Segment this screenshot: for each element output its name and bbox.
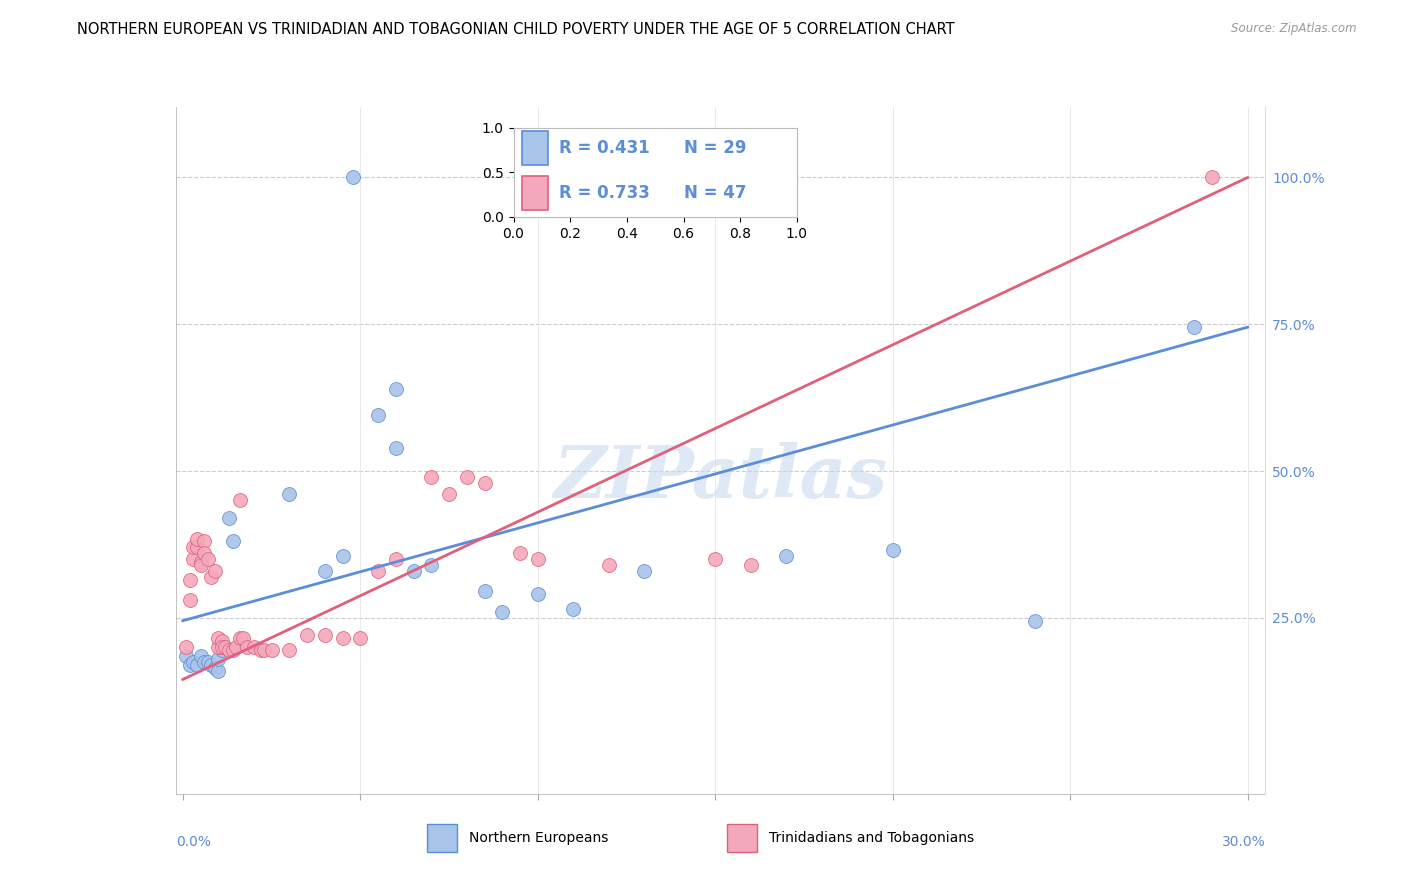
Text: R = 0.431: R = 0.431: [558, 139, 650, 157]
Point: [474, 584, 496, 599]
Point: [1024, 614, 1046, 628]
Point: [200, 657, 222, 672]
FancyBboxPatch shape: [727, 824, 756, 852]
Point: [190, 555, 212, 569]
Text: R = 0.733: R = 0.733: [558, 184, 650, 202]
Point: [474, 475, 496, 490]
Point: [221, 643, 243, 657]
Point: [402, 564, 425, 578]
Point: [775, 549, 797, 563]
Point: [211, 643, 233, 657]
Point: [562, 602, 585, 616]
Point: [232, 632, 254, 646]
Text: N = 47: N = 47: [683, 184, 747, 202]
Text: Northern Europeans: Northern Europeans: [470, 831, 609, 845]
Point: [193, 546, 215, 560]
Point: [193, 534, 215, 549]
Point: [420, 558, 443, 572]
Point: [367, 409, 389, 423]
Point: [204, 564, 226, 578]
Point: [349, 632, 371, 646]
Point: [437, 487, 460, 501]
Point: [211, 634, 233, 648]
Point: [253, 643, 276, 657]
Point: [235, 640, 257, 654]
Point: [243, 640, 266, 654]
Point: [214, 640, 236, 654]
Point: [193, 655, 215, 669]
Point: [704, 552, 727, 566]
Point: [598, 558, 620, 572]
Point: [221, 534, 243, 549]
FancyBboxPatch shape: [522, 176, 547, 210]
Point: [491, 605, 513, 619]
Point: [278, 643, 301, 657]
Point: [179, 593, 201, 607]
Point: [186, 541, 208, 555]
Point: [176, 648, 198, 663]
Point: [179, 657, 201, 672]
Point: [633, 564, 655, 578]
Point: [176, 640, 198, 654]
Point: [183, 541, 205, 555]
Point: [526, 587, 548, 601]
Point: [207, 632, 229, 646]
Point: [456, 470, 478, 484]
Point: [385, 552, 408, 566]
Point: [228, 632, 250, 646]
Point: [1184, 320, 1206, 334]
Point: [509, 546, 531, 560]
Point: [332, 632, 354, 646]
Text: 30.0%: 30.0%: [1222, 835, 1265, 849]
Text: ZIPatlas: ZIPatlas: [554, 442, 887, 514]
Point: [314, 564, 336, 578]
Point: [882, 543, 904, 558]
Point: [342, 170, 364, 185]
Point: [211, 640, 233, 654]
Point: [204, 661, 226, 675]
Point: [278, 487, 301, 501]
Point: [186, 532, 208, 546]
Point: [385, 382, 408, 396]
Point: [190, 558, 212, 572]
Point: [179, 573, 201, 587]
Point: [218, 511, 240, 525]
Text: Source: ZipAtlas.com: Source: ZipAtlas.com: [1232, 22, 1357, 36]
Text: Trinidadians and Tobagonians: Trinidadians and Tobagonians: [769, 831, 974, 845]
Point: [218, 643, 240, 657]
Point: [295, 628, 318, 642]
Point: [228, 493, 250, 508]
Point: [385, 441, 408, 455]
Point: [183, 655, 205, 669]
Point: [367, 564, 389, 578]
Text: NORTHERN EUROPEAN VS TRINIDADIAN AND TOBAGONIAN CHILD POVERTY UNDER THE AGE OF 5: NORTHERN EUROPEAN VS TRINIDADIAN AND TOB…: [77, 22, 955, 37]
Point: [740, 558, 762, 572]
Point: [1201, 170, 1223, 185]
Point: [186, 657, 208, 672]
Point: [197, 655, 219, 669]
Point: [197, 552, 219, 566]
FancyBboxPatch shape: [427, 824, 457, 852]
Text: 0.0%: 0.0%: [176, 835, 211, 849]
Point: [207, 664, 229, 678]
Point: [250, 643, 273, 657]
Point: [207, 640, 229, 654]
Text: N = 29: N = 29: [683, 139, 747, 157]
Point: [260, 643, 283, 657]
Point: [314, 628, 336, 642]
Point: [225, 640, 247, 654]
Point: [207, 652, 229, 666]
Point: [526, 552, 548, 566]
FancyBboxPatch shape: [522, 131, 547, 165]
Point: [420, 470, 443, 484]
Point: [183, 552, 205, 566]
Point: [214, 640, 236, 654]
Point: [190, 648, 212, 663]
Point: [200, 569, 222, 583]
Point: [332, 549, 354, 563]
